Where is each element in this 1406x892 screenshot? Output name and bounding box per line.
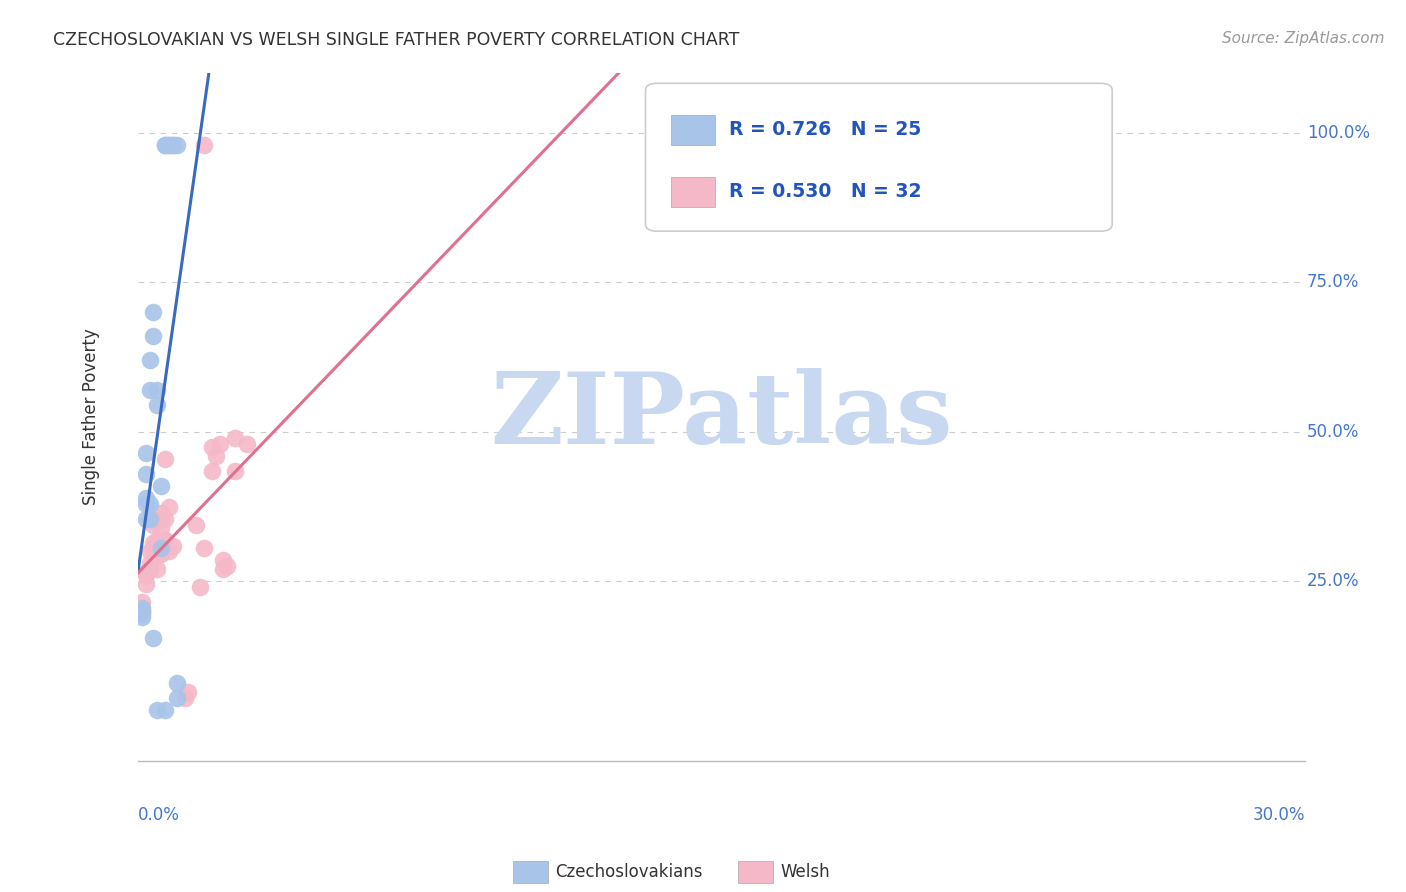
Point [204,449,226,463]
Point [131,604,153,618]
Point [142,305,165,319]
Point [166,676,188,690]
Point [131,610,153,624]
Point [162,539,184,553]
Text: 50.0%: 50.0% [1308,423,1360,441]
Point [166,691,188,706]
Point [153,451,176,466]
Point [138,544,160,558]
Point [146,398,169,412]
Point [157,137,180,152]
Point [135,566,157,580]
Point [127,604,149,618]
Point [186,517,208,532]
Point [150,520,173,534]
Point [153,703,176,717]
Point [208,437,231,451]
Point [135,511,157,525]
Point [138,383,160,397]
Point [146,548,169,562]
Point [150,478,173,492]
Point [142,329,165,343]
Point [188,580,211,594]
Point [138,497,160,511]
Point [131,607,153,622]
Point [224,431,246,445]
Point [153,533,176,547]
Point [162,137,184,152]
Point [150,541,173,556]
Point [193,541,215,556]
Point [138,511,160,525]
Point [157,137,180,152]
Text: Source: ZipAtlas.com: Source: ZipAtlas.com [1222,31,1385,46]
Point [236,437,259,451]
Point [146,703,169,717]
Text: R = 0.530   N = 32: R = 0.530 N = 32 [730,182,922,201]
Point [135,467,157,481]
Point [135,497,157,511]
Point [201,464,224,478]
Point [224,464,246,478]
Text: Czechoslovakians: Czechoslovakians [555,863,703,881]
FancyBboxPatch shape [645,83,1112,231]
Text: ZIPatlas: ZIPatlas [491,368,952,466]
Point [150,506,173,520]
Text: 30.0%: 30.0% [1253,805,1305,823]
FancyBboxPatch shape [671,177,716,207]
Point [135,491,157,505]
Point [177,685,200,699]
Point [153,533,176,547]
Point [212,553,235,567]
Point [131,604,153,618]
Text: R = 0.726   N = 25: R = 0.726 N = 25 [730,120,922,139]
Point [131,601,153,615]
Text: 25.0%: 25.0% [1308,573,1360,591]
Point [142,535,165,549]
Point [212,562,235,576]
Point [135,446,157,460]
Text: 100.0%: 100.0% [1308,124,1369,142]
Text: 0.0%: 0.0% [138,805,180,823]
Point [153,137,176,152]
Text: 75.0%: 75.0% [1308,273,1360,292]
Point [153,137,176,152]
Text: Welsh: Welsh [780,863,830,881]
Point [173,691,195,706]
Point [135,568,157,582]
Point [146,383,169,397]
Point [142,631,165,645]
Point [138,562,160,576]
Text: Single Father Poverty: Single Father Poverty [82,328,100,505]
Point [166,137,188,152]
Point [217,559,239,574]
Point [135,577,157,591]
Point [157,500,180,514]
Point [138,557,160,571]
Point [162,137,184,152]
Point [142,517,165,532]
Point [193,137,215,152]
Point [150,511,173,525]
Point [150,548,173,562]
Point [142,541,165,556]
Point [146,562,169,576]
FancyBboxPatch shape [671,115,716,145]
Text: CZECHOSLOVAKIAN VS WELSH SINGLE FATHER POVERTY CORRELATION CHART: CZECHOSLOVAKIAN VS WELSH SINGLE FATHER P… [53,31,740,49]
Point [157,544,180,558]
Point [146,533,169,547]
Point [131,595,153,609]
Point [138,353,160,368]
Point [153,511,176,525]
Point [146,539,169,553]
Point [201,440,224,454]
